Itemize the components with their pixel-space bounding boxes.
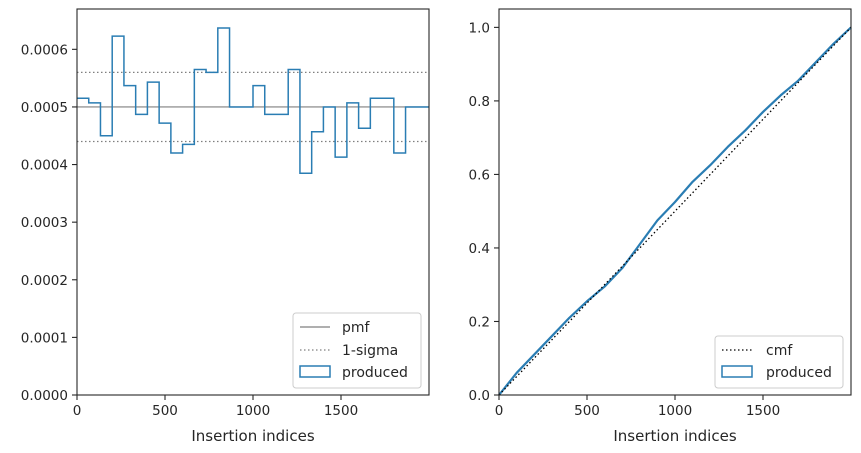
left-x-ticks: 0 500 1000 1500 — [73, 395, 358, 419]
y-tick-label: 0.0006 — [21, 42, 68, 58]
y-tick-label: 0.0000 — [21, 388, 68, 404]
y-tick-label: 0.0005 — [21, 100, 68, 116]
legend-produced-label: produced — [342, 365, 408, 381]
y-tick-label: 0.0004 — [21, 158, 68, 174]
y-tick-label: 1.0 — [469, 20, 490, 36]
right-y-ticks: 0.0 0.2 0.4 0.6 0.8 1.0 — [469, 20, 499, 404]
x-tick-label: 1000 — [658, 403, 692, 419]
left-legend: pmf 1-sigma produced — [292, 312, 422, 389]
left-legend-frame — [292, 312, 422, 389]
y-tick-label: 0.6 — [469, 167, 490, 183]
cmf-line — [498, 26, 852, 396]
left-histogram-marks — [77, 27, 429, 174]
legend-sigma-label: 1-sigma — [342, 343, 398, 359]
right-line-marks — [498, 26, 852, 396]
produced-cumulative-line — [498, 26, 852, 396]
legend-produced-label-right: produced — [766, 365, 832, 381]
y-tick-label: 0.8 — [469, 94, 490, 110]
x-tick-label: 1500 — [324, 403, 358, 419]
legend-cmf-label: cmf — [766, 343, 793, 359]
x-tick-label: 1000 — [236, 403, 270, 419]
y-tick-label: 0.0001 — [21, 330, 68, 346]
left-x-axis-label: Insertion indices — [191, 427, 314, 445]
legend-produced-swatch — [299, 365, 331, 378]
y-tick-label: 0.4 — [469, 241, 490, 257]
y-tick-label: 0.2 — [469, 314, 490, 330]
right-x-axis-label: Insertion indices — [613, 427, 736, 445]
right-x-ticks: 0 500 1000 1500 — [495, 395, 780, 419]
x-tick-label: 0 — [495, 403, 504, 419]
x-tick-label: 500 — [152, 403, 178, 419]
y-tick-label: 0.0 — [469, 388, 490, 404]
left-chart-panel: 0 500 1000 1500 0.00000.00010.00020.00030.0… — [21, 8, 430, 445]
y-tick-label: 0.0003 — [21, 215, 68, 231]
left-y-ticks: 0.0000 0.0001 0.0002 0.0003 0.0004 0.0005 0.00… — [21, 42, 77, 404]
right-legend-frame — [714, 335, 844, 389]
x-tick-label: 0 — [73, 403, 82, 419]
right-legend: cmf produced — [714, 335, 844, 389]
x-tick-label: 500 — [574, 403, 600, 419]
legend-produced-swatch-right — [721, 365, 753, 378]
x-tick-label: 1500 — [746, 403, 780, 419]
produced-histogram-step — [77, 27, 429, 174]
legend-pmf-label: pmf — [342, 320, 371, 336]
right-chart-panel: 0 500 1000 1500 0.0 0.2 0.4 0.6 0.8 1.0 Insertio… — [469, 8, 852, 445]
y-tick-label: 0.0002 — [21, 273, 68, 289]
